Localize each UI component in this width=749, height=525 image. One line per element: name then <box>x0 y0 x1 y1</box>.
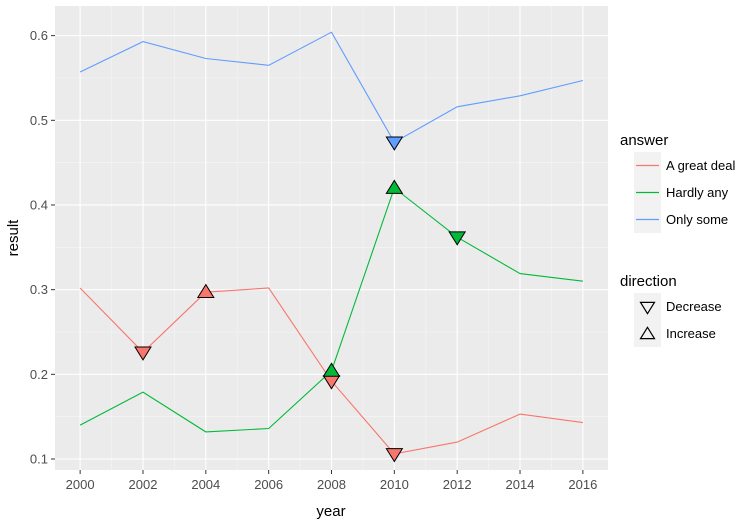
point-marker <box>448 231 467 246</box>
legend-direction: direction Decrease Increase <box>620 273 722 347</box>
x-tick-label: 2006 <box>254 477 283 492</box>
legend-answer-items: A great deal Hardly any Only some <box>634 152 735 233</box>
point-marker <box>385 179 404 194</box>
x-tick-label: 2004 <box>191 477 220 492</box>
series-line <box>79 31 584 144</box>
y-tick-label: 0.1 <box>30 451 48 466</box>
x-tick-label: 2008 <box>317 477 346 492</box>
y-tick-label: 0.4 <box>30 197 48 212</box>
x-tick-label: 2000 <box>66 477 95 492</box>
y-axis: 0.1 0.2 0.3 0.4 0.5 0.6 <box>30 28 55 466</box>
legend-key-shape <box>639 301 656 315</box>
x-axis-title: year <box>316 503 345 520</box>
y-tick-label: 0.6 <box>30 28 48 43</box>
legend-label: Hardly any <box>666 185 729 200</box>
point-marker <box>385 448 404 463</box>
legend-key-shape <box>639 326 656 340</box>
legend-answer: answer A great deal Hardly any Only some <box>620 132 735 233</box>
y-tick-label: 0.3 <box>30 282 48 297</box>
legend-label: Only some <box>666 212 728 227</box>
y-tick-label: 0.2 <box>30 367 48 382</box>
legend-label: A great deal <box>666 158 735 173</box>
legend-key <box>634 293 661 320</box>
x-axis: 2000 2002 2004 2006 2008 2010 2012 2014 2016 <box>66 470 597 492</box>
y-axis-title: result <box>5 219 22 257</box>
legend-answer-title: answer <box>620 132 668 149</box>
x-tick-label: 2012 <box>443 477 472 492</box>
legend-label: Increase <box>666 326 716 341</box>
point-marker <box>322 362 341 377</box>
point-marker <box>134 346 152 361</box>
legend-direction-items: Decrease Increase <box>634 293 722 347</box>
legend-direction-title: direction <box>620 273 677 290</box>
y-tick-label: 0.5 <box>30 113 48 128</box>
legend-label: Decrease <box>666 299 722 314</box>
x-tick-label: 2010 <box>380 477 409 492</box>
x-tick-label: 2016 <box>568 477 597 492</box>
legend-key <box>634 320 661 347</box>
point-marker <box>196 283 215 299</box>
point-marker <box>385 136 404 151</box>
x-tick-label: 2014 <box>506 477 535 492</box>
series-markers <box>134 136 467 463</box>
x-tick-label: 2002 <box>129 477 158 492</box>
